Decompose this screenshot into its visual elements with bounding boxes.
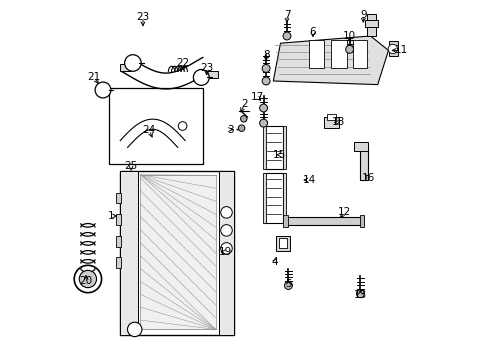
Bar: [284, 217, 363, 225]
Text: 23: 23: [200, 63, 213, 73]
Circle shape: [262, 64, 269, 72]
Bar: [219, 171, 233, 335]
Circle shape: [178, 122, 186, 130]
Text: 6: 6: [309, 27, 316, 37]
Circle shape: [220, 243, 232, 254]
Circle shape: [262, 77, 269, 85]
Text: 22: 22: [176, 58, 189, 68]
Bar: [366, 14, 375, 36]
Circle shape: [259, 119, 267, 127]
Polygon shape: [273, 36, 387, 85]
Circle shape: [220, 207, 232, 218]
Bar: [116, 214, 121, 225]
Text: 8: 8: [262, 50, 269, 60]
Text: 5: 5: [285, 279, 291, 289]
Bar: [109, 88, 203, 164]
Circle shape: [240, 116, 246, 122]
Text: 18: 18: [331, 117, 345, 127]
Circle shape: [79, 270, 96, 288]
Bar: [116, 257, 121, 268]
Text: 23: 23: [136, 12, 149, 22]
Text: 20: 20: [80, 276, 92, 286]
Text: 21: 21: [87, 72, 101, 82]
Bar: [359, 146, 367, 180]
Bar: [116, 236, 121, 247]
Bar: [354, 142, 367, 151]
Text: 11: 11: [394, 45, 407, 55]
Circle shape: [127, 322, 142, 337]
Bar: [352, 40, 366, 68]
Text: 3: 3: [226, 125, 233, 135]
Circle shape: [387, 44, 397, 54]
Bar: [326, 114, 336, 120]
Bar: [265, 173, 282, 223]
Text: 7: 7: [283, 10, 290, 20]
Bar: [262, 173, 265, 223]
Bar: [278, 238, 287, 248]
Bar: [324, 117, 338, 128]
Text: 19: 19: [219, 247, 232, 257]
Bar: [309, 40, 323, 68]
Text: 15: 15: [273, 150, 286, 160]
Text: 1: 1: [108, 211, 114, 221]
Text: 2: 2: [241, 99, 247, 109]
Bar: [265, 126, 282, 169]
Circle shape: [193, 69, 209, 85]
Text: 25: 25: [124, 161, 138, 171]
Bar: [330, 40, 346, 68]
Bar: [276, 236, 289, 251]
Text: 4: 4: [270, 257, 277, 267]
Bar: [120, 171, 138, 335]
Bar: [365, 20, 377, 27]
Bar: [359, 215, 363, 227]
Bar: [262, 126, 265, 169]
Bar: [120, 171, 233, 335]
Bar: [116, 193, 121, 203]
Text: 13: 13: [353, 290, 366, 300]
Text: 10: 10: [343, 31, 355, 41]
Text: 12: 12: [337, 207, 350, 217]
Circle shape: [220, 225, 232, 236]
Bar: [282, 173, 285, 223]
Text: 24: 24: [142, 125, 155, 135]
Bar: [120, 64, 131, 71]
Bar: [140, 175, 215, 329]
Text: 14: 14: [302, 175, 315, 185]
Circle shape: [238, 125, 244, 131]
Circle shape: [356, 290, 364, 298]
Bar: [283, 215, 287, 227]
Circle shape: [74, 265, 102, 293]
Text: 9: 9: [359, 10, 366, 20]
Circle shape: [124, 55, 141, 71]
Circle shape: [284, 282, 292, 289]
Circle shape: [345, 45, 353, 53]
Bar: [282, 126, 285, 169]
Text: 16: 16: [361, 173, 375, 183]
Circle shape: [283, 32, 290, 40]
Bar: [387, 41, 397, 56]
Circle shape: [259, 104, 267, 112]
Bar: [206, 71, 217, 78]
Text: 17: 17: [250, 92, 263, 102]
Circle shape: [95, 82, 111, 98]
